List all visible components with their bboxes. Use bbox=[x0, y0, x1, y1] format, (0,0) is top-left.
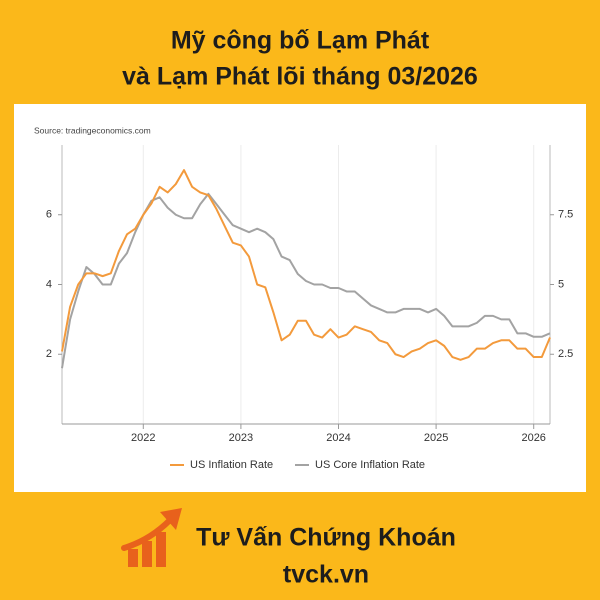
title-line: Mỹ công bố Lạm Phát bbox=[171, 27, 430, 55]
legend-label: US Core Inflation Rate bbox=[315, 459, 425, 471]
chart-panel bbox=[14, 104, 586, 492]
x-tick-label: 2023 bbox=[229, 432, 253, 444]
y-tick-label: 6 bbox=[46, 209, 52, 221]
x-tick-label: 2025 bbox=[424, 432, 448, 444]
brand: Tư Vấn Chứng Khoán bbox=[196, 524, 456, 552]
y2-tick-label: 2.5 bbox=[558, 348, 573, 360]
y2-tick-label: 5 bbox=[558, 278, 564, 290]
logo bbox=[121, 508, 182, 567]
x-tick-label: 2024 bbox=[326, 432, 350, 444]
legend-label: US Inflation Rate bbox=[190, 459, 273, 471]
y-tick-label: 4 bbox=[46, 278, 52, 290]
x-tick-label: 2022 bbox=[131, 432, 155, 444]
series-line bbox=[61, 169, 551, 361]
website: tvck.vn bbox=[283, 561, 369, 589]
title-line: và Lạm Phát lõi tháng 03/2026 bbox=[122, 63, 478, 91]
source: Source: tradingeconomics.com bbox=[34, 125, 151, 135]
y2-tick-label: 7.5 bbox=[558, 209, 573, 221]
x-tick-label: 2026 bbox=[521, 432, 545, 444]
y-tick-label: 2 bbox=[46, 348, 52, 360]
